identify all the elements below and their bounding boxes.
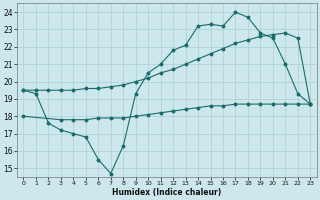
X-axis label: Humidex (Indice chaleur): Humidex (Indice chaleur) [112, 188, 221, 197]
